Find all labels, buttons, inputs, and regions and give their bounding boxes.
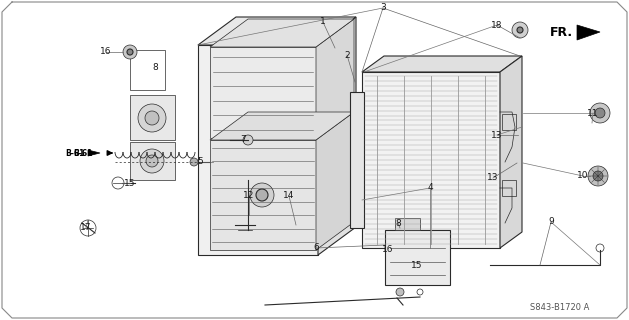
Text: 13: 13 bbox=[487, 173, 499, 182]
Circle shape bbox=[140, 149, 164, 173]
Circle shape bbox=[588, 166, 608, 186]
Text: 15: 15 bbox=[411, 261, 423, 270]
Text: 13: 13 bbox=[491, 131, 503, 140]
Text: 16: 16 bbox=[382, 244, 394, 253]
Polygon shape bbox=[577, 25, 600, 40]
Text: 1: 1 bbox=[320, 18, 326, 27]
Circle shape bbox=[123, 45, 137, 59]
Circle shape bbox=[145, 111, 159, 125]
Polygon shape bbox=[210, 112, 354, 140]
Text: 12: 12 bbox=[243, 190, 255, 199]
Text: 2: 2 bbox=[344, 51, 350, 60]
Text: 14: 14 bbox=[283, 191, 295, 201]
Polygon shape bbox=[362, 56, 522, 72]
Text: 11: 11 bbox=[587, 108, 599, 117]
Text: B-61: B-61 bbox=[65, 148, 84, 157]
Polygon shape bbox=[385, 230, 450, 285]
Text: 16: 16 bbox=[100, 47, 112, 57]
Text: B-61: B-61 bbox=[73, 148, 92, 157]
Text: 18: 18 bbox=[491, 20, 503, 29]
Circle shape bbox=[593, 171, 603, 181]
Polygon shape bbox=[198, 17, 356, 45]
Polygon shape bbox=[502, 180, 516, 196]
Polygon shape bbox=[88, 150, 100, 156]
Text: 8: 8 bbox=[395, 219, 401, 228]
Polygon shape bbox=[316, 19, 354, 138]
Circle shape bbox=[250, 183, 274, 207]
Text: 15: 15 bbox=[125, 179, 136, 188]
Polygon shape bbox=[395, 218, 420, 230]
Text: 7: 7 bbox=[240, 135, 246, 145]
Circle shape bbox=[243, 135, 253, 145]
Polygon shape bbox=[198, 45, 318, 255]
Circle shape bbox=[590, 103, 610, 123]
Text: 10: 10 bbox=[577, 172, 589, 180]
Polygon shape bbox=[210, 19, 354, 47]
Text: 4: 4 bbox=[427, 183, 433, 193]
Text: 3: 3 bbox=[380, 4, 386, 12]
Circle shape bbox=[517, 27, 523, 33]
Text: FR.: FR. bbox=[550, 26, 573, 38]
Circle shape bbox=[595, 108, 605, 118]
Circle shape bbox=[138, 104, 166, 132]
Circle shape bbox=[256, 189, 268, 201]
Circle shape bbox=[127, 49, 133, 55]
Polygon shape bbox=[318, 17, 356, 255]
Polygon shape bbox=[350, 92, 364, 228]
Polygon shape bbox=[210, 140, 316, 250]
Polygon shape bbox=[500, 56, 522, 248]
Text: S843-B1720 A: S843-B1720 A bbox=[530, 303, 590, 313]
Circle shape bbox=[190, 158, 198, 166]
Polygon shape bbox=[316, 112, 354, 250]
Text: 17: 17 bbox=[81, 223, 92, 233]
Text: 8: 8 bbox=[152, 63, 158, 73]
Circle shape bbox=[512, 22, 528, 38]
Text: 5: 5 bbox=[197, 157, 203, 166]
Polygon shape bbox=[210, 47, 316, 138]
Text: 9: 9 bbox=[548, 218, 554, 227]
Polygon shape bbox=[130, 142, 175, 180]
Polygon shape bbox=[130, 95, 175, 140]
Circle shape bbox=[396, 288, 404, 296]
Text: 6: 6 bbox=[313, 244, 319, 252]
Circle shape bbox=[146, 155, 158, 167]
Polygon shape bbox=[362, 72, 500, 248]
Polygon shape bbox=[502, 114, 516, 130]
